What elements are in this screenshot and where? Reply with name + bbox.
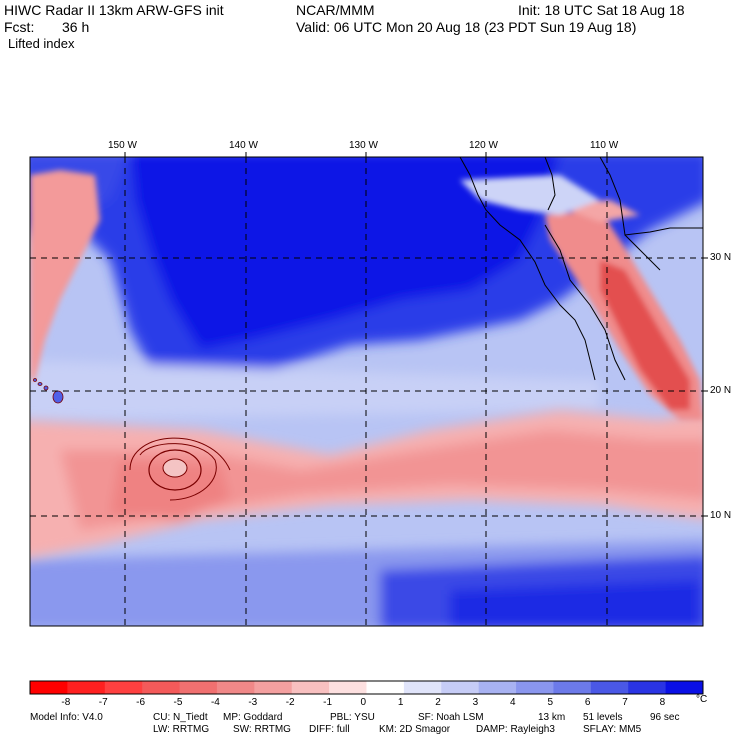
colorbar-swatch <box>590 681 629 694</box>
colorbar-swatch <box>30 681 68 694</box>
diffusion-option: DIFF: full <box>309 724 350 735</box>
colorbar-swatch <box>291 681 330 694</box>
colorbar-swatch <box>441 681 480 694</box>
colorbar-tick-label: 4 <box>510 697 516 708</box>
colorbar-tick-label: 1 <box>397 697 404 708</box>
colorbar-swatch <box>553 681 592 694</box>
colorbar-unit: °C <box>696 694 708 705</box>
colorbar-swatch <box>142 681 181 694</box>
colorbar-swatch <box>628 681 667 694</box>
colorbar-tick-label: 6 <box>584 697 591 708</box>
unstable-region-west <box>30 170 100 380</box>
colorbar-swatch <box>179 681 218 694</box>
lon-label-130w: 130 W <box>349 140 378 151</box>
colorbar-tick-label: 5 <box>547 697 553 708</box>
colorbar-tick-label: -1 <box>323 697 333 708</box>
init-time: Init: 18 UTC Sat 18 Aug 18 <box>518 2 685 18</box>
colorbar-tick-label: -5 <box>173 697 183 708</box>
shortwave-scheme: SW: RRTMG <box>233 724 291 735</box>
lon-label-150w: 150 W <box>108 140 137 151</box>
valid-time: Valid: 06 UTC Mon 20 Aug 18 (23 PDT Sun … <box>296 19 637 35</box>
longwave-scheme: LW: RRTMG <box>153 724 210 735</box>
cumulus-scheme: CU: N_Tiedt <box>153 712 208 723</box>
colorbar-swatch <box>366 681 405 694</box>
field-name: Lifted index <box>8 36 75 51</box>
vertical-levels: 51 levels <box>583 712 623 723</box>
colorbar-swatch <box>516 681 554 694</box>
coastline <box>459 157 703 381</box>
colorbar-swatch <box>665 681 704 694</box>
colorbar-tick-label: -3 <box>248 697 258 708</box>
lon-label-120w: 120 W <box>469 140 498 151</box>
pbl-scheme: PBL: YSU <box>330 712 375 723</box>
lat-label-20n: 20 N <box>710 385 732 396</box>
colorbar-swatch <box>216 681 255 694</box>
surface-scheme: SF: Noah LSM <box>418 712 484 723</box>
colorbar-tick-label: 3 <box>472 697 479 708</box>
colorbar-tick-label: 0 <box>360 697 367 708</box>
colorbar-tick-label: -6 <box>136 697 146 708</box>
source-label: NCAR/MMM <box>296 2 375 18</box>
colorbar-tick-label: -4 <box>210 697 220 708</box>
colorbar-tick-label: -7 <box>98 697 108 708</box>
tropical-cyclone <box>129 437 231 501</box>
colorbar-tick-label: -2 <box>285 697 295 708</box>
surface-layer: SFLAY: MM5 <box>583 724 642 735</box>
colorbar-swatch <box>403 681 442 694</box>
model-title: HIWC Radar II 13km ARW-GFS init <box>4 2 224 18</box>
colorbar-swatch <box>67 681 106 694</box>
model-info: Model Info: V4.0 <box>30 712 103 723</box>
time-step: 96 sec <box>650 712 680 723</box>
colorbar-swatch <box>254 681 293 694</box>
colorbar-swatch <box>104 681 143 694</box>
lat-label-30n: 30 N <box>710 252 732 263</box>
colorbar-tick-label: -8 <box>61 697 71 708</box>
microphysics-scheme: MP: Goddard <box>223 712 283 723</box>
colorbar-tick-label: 8 <box>659 697 666 708</box>
grid-spacing: 13 km <box>538 712 566 723</box>
eddy-coefficient: KM: 2D Smagor <box>379 724 451 735</box>
forecast-label: Fcst: <box>4 19 35 35</box>
colorbar-tick-label: 7 <box>622 697 628 708</box>
forecast-hour: 36 h <box>62 19 90 35</box>
colorbar-swatch <box>478 681 517 694</box>
lon-label-140w: 140 W <box>229 140 258 151</box>
lat-lon-grid <box>30 157 703 626</box>
colorbar-tick-label: 2 <box>435 697 441 708</box>
colorbar-swatch <box>329 681 367 694</box>
damping-option: DAMP: Rayleigh3 <box>476 724 555 735</box>
lon-label-110w: 110 W <box>590 140 619 151</box>
lat-label-10n: 10 N <box>710 510 732 521</box>
